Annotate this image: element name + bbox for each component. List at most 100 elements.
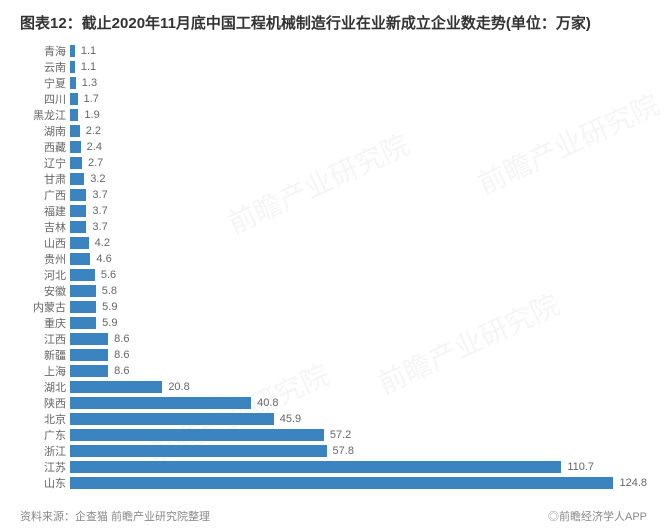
value-label: 5.8 xyxy=(102,285,117,297)
value-label: 57.8 xyxy=(333,445,354,457)
bar xyxy=(70,141,81,153)
bar-row: 内蒙古 5.9 xyxy=(20,299,647,315)
bar-row: 黑龙江 1.9 xyxy=(20,107,647,123)
value-label: 1.9 xyxy=(84,109,99,121)
value-label: 5.9 xyxy=(102,301,117,313)
bar-row: 云南 1.1 xyxy=(20,59,647,75)
y-axis-label: 安徽 xyxy=(20,283,70,299)
y-axis-label: 陕西 xyxy=(20,395,70,411)
y-axis-label: 吉林 xyxy=(20,219,70,235)
bar xyxy=(70,429,324,441)
bar-row: 贵州4.6 xyxy=(20,251,647,267)
bar-track: 110.7 xyxy=(70,461,647,474)
y-axis-label: 广西 xyxy=(20,187,70,203)
bar-row: 新疆 8.6 xyxy=(20,347,647,363)
y-axis-label: 内蒙古 xyxy=(20,299,70,315)
bar-row: 福建3.7 xyxy=(20,203,647,219)
value-label: 3.7 xyxy=(92,221,107,233)
y-axis-label: 山东 xyxy=(20,475,70,491)
y-axis-label: 河北 xyxy=(20,267,70,283)
value-label: 1.1 xyxy=(81,45,96,57)
y-axis-label: 云南 xyxy=(20,59,70,75)
bar xyxy=(70,301,96,313)
y-axis-label: 宁夏 xyxy=(20,75,70,91)
bar xyxy=(70,125,80,137)
value-label: 8.6 xyxy=(114,349,129,361)
bar-row: 山东124.8 xyxy=(20,475,647,491)
bar-row: 辽宁 2.7 xyxy=(20,155,647,171)
bar xyxy=(70,413,274,425)
bar-track: 8.6 xyxy=(70,333,647,346)
y-axis-label: 重庆 xyxy=(20,315,70,331)
bar xyxy=(70,221,86,233)
bar xyxy=(70,269,95,281)
bar-row: 广西 3.7 xyxy=(20,187,647,203)
bar-track: 57.2 xyxy=(70,429,647,442)
y-axis-label: 湖南 xyxy=(20,123,70,139)
chart-source: 资料来源：企查猫 前瞻产业研究院整理 xyxy=(20,508,210,524)
bar-track: 1.3 xyxy=(70,77,647,90)
chart-attribution: ◎前瞻经济学人APP xyxy=(548,508,647,524)
chart-title: 图表12：截止2020年11月底中国工程机械制造行业在业新成立企业数走势(单位：… xyxy=(20,12,647,33)
bar-row: 重庆 5.9 xyxy=(20,315,647,331)
bar-row: 甘肃3.2 xyxy=(20,171,647,187)
bar-track: 3.2 xyxy=(70,173,647,186)
bar xyxy=(70,205,86,217)
y-axis-label: 辽宁 xyxy=(20,155,70,171)
bar-row: 安徽 5.8 xyxy=(20,283,647,299)
bar-row: 青海 1.1 xyxy=(20,43,647,59)
bar-track: 2.7 xyxy=(70,157,647,170)
value-label: 110.7 xyxy=(567,461,594,473)
value-label: 3.7 xyxy=(92,189,107,201)
y-axis-label: 湖北 xyxy=(20,379,70,395)
bar-track: 124.8 xyxy=(70,477,647,490)
value-label: 2.7 xyxy=(88,157,103,169)
bar-track: 3.7 xyxy=(70,221,647,234)
bar-row: 西藏2.4 xyxy=(20,139,647,155)
bar xyxy=(70,253,90,265)
value-label: 1.1 xyxy=(81,61,96,73)
y-axis-label: 福建 xyxy=(20,203,70,219)
bar-track: 3.7 xyxy=(70,205,647,218)
y-axis-label: 北京 xyxy=(20,411,70,427)
bar xyxy=(70,93,78,105)
value-label: 2.2 xyxy=(86,125,101,137)
bar xyxy=(70,365,108,377)
bar xyxy=(70,397,251,409)
bar-row: 宁夏1.3 xyxy=(20,75,647,91)
bar-track: 1.1 xyxy=(70,45,647,58)
bar-track: 4.2 xyxy=(70,237,647,250)
bar-track: 20.8 xyxy=(70,381,647,394)
bar xyxy=(70,317,96,329)
bar xyxy=(70,349,108,361)
y-axis-label: 四川 xyxy=(20,91,70,107)
y-axis-label: 江苏 xyxy=(20,459,70,475)
bar-track: 45.9 xyxy=(70,413,647,426)
y-axis-label: 西藏 xyxy=(20,139,70,155)
bar-row: 广东57.2 xyxy=(20,427,647,443)
y-axis-label: 江西 xyxy=(20,331,70,347)
bar xyxy=(70,45,75,57)
value-label: 5.9 xyxy=(102,317,117,329)
bar-row: 山西4.2 xyxy=(20,235,647,251)
bar xyxy=(70,381,162,393)
bar-row: 北京45.9 xyxy=(20,411,647,427)
bar-row: 浙江 57.8 xyxy=(20,443,647,459)
bar-row: 江西8.6 xyxy=(20,331,647,347)
y-axis-label: 黑龙江 xyxy=(20,107,70,123)
bar-row: 湖南 2.2 xyxy=(20,123,647,139)
bar xyxy=(70,77,76,89)
bar xyxy=(70,189,86,201)
y-axis-label: 上海 xyxy=(20,363,70,379)
bar xyxy=(70,237,89,249)
bar-track: 57.8 xyxy=(70,445,647,458)
bar-track: 2.4 xyxy=(70,141,647,154)
bar-row: 四川1.7 xyxy=(20,91,647,107)
y-axis-label: 浙江 xyxy=(20,443,70,459)
y-axis-label: 青海 xyxy=(20,43,70,59)
bar xyxy=(70,109,78,121)
bar-row: 吉林 3.7 xyxy=(20,219,647,235)
y-axis-label: 新疆 xyxy=(20,347,70,363)
bar xyxy=(70,445,327,457)
y-axis-label: 山西 xyxy=(20,235,70,251)
